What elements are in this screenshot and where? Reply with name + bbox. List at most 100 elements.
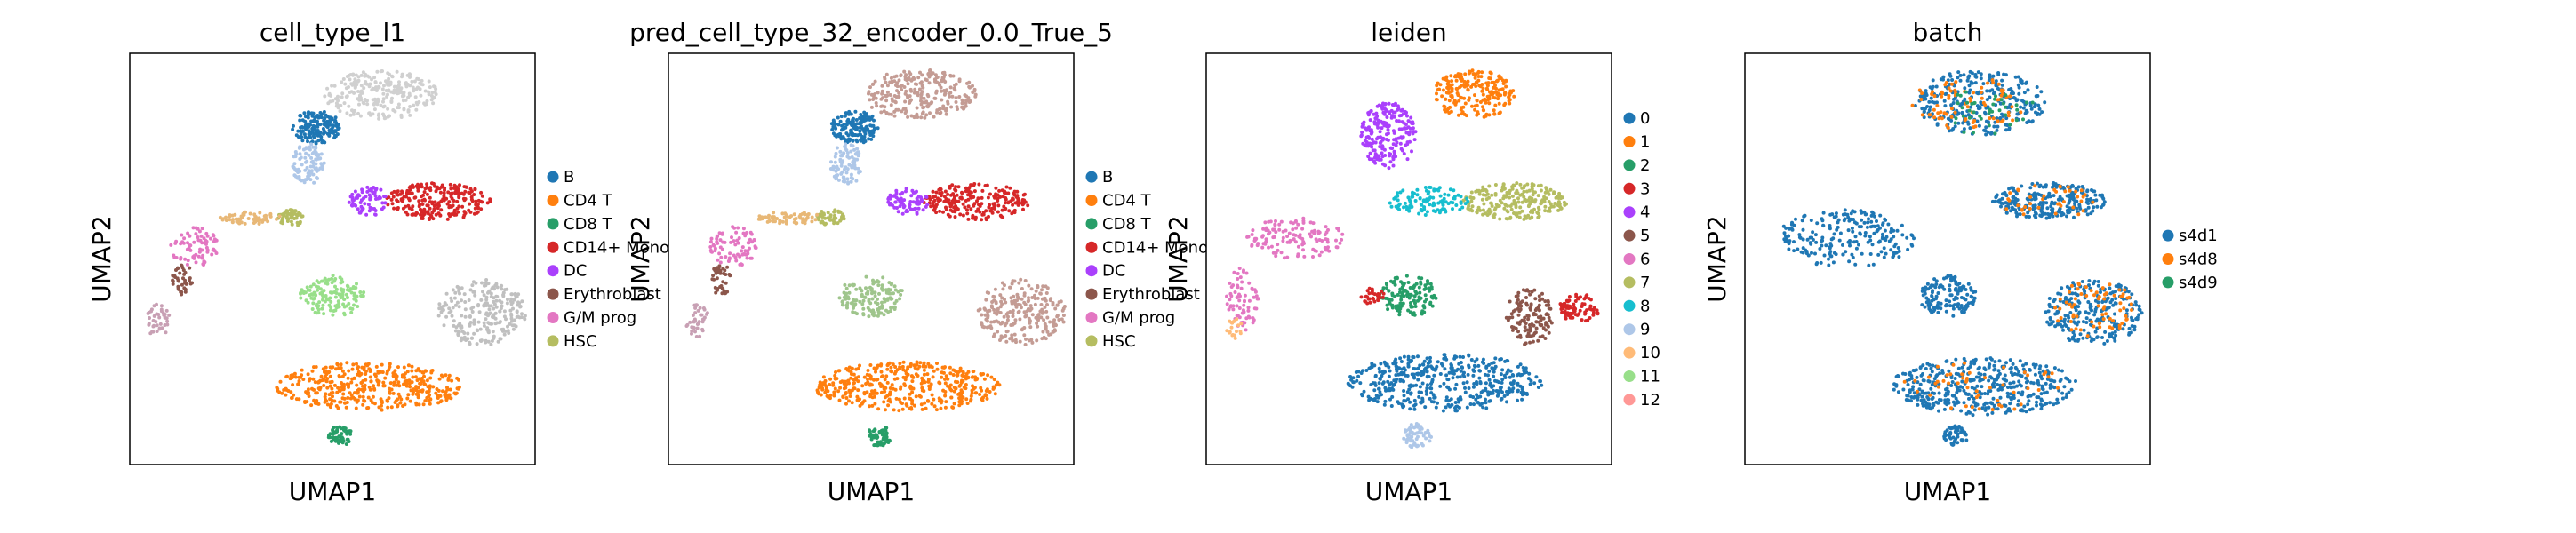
scatter-point (893, 365, 898, 369)
scatter-point (1405, 114, 1409, 118)
scatter-point (320, 163, 324, 168)
legend-marker (547, 288, 559, 300)
scatter-point (888, 93, 892, 97)
scatter-point (1434, 98, 1438, 101)
scatter-point (423, 399, 428, 403)
scatter-point (932, 369, 936, 373)
scatter-point (1035, 322, 1039, 325)
scatter-point (292, 209, 297, 213)
scatter-point (982, 306, 987, 311)
scatter-point (334, 291, 339, 295)
scatter-point (418, 87, 422, 91)
scatter-point (460, 286, 464, 290)
scatter-point (1003, 191, 1006, 195)
scatter-point (1338, 241, 1342, 245)
scatter-point (411, 204, 415, 209)
scatter-point (414, 402, 419, 407)
scatter-point (956, 185, 961, 189)
scatter-point (1411, 126, 1415, 131)
scatter-point (887, 397, 892, 402)
scatter-point (948, 85, 953, 90)
scatter-point (382, 104, 387, 108)
scatter-point (932, 397, 936, 402)
scatter-point (749, 256, 754, 260)
scatter-point (1296, 244, 1300, 249)
scatter-point (149, 307, 154, 312)
scatter-point (899, 385, 903, 389)
scatter-point (919, 102, 924, 107)
scatter-point (1228, 281, 1232, 285)
scatter-point (462, 185, 467, 189)
scatter-point (1502, 206, 1507, 211)
scatter-point (824, 388, 828, 393)
scatter-point (1392, 131, 1396, 135)
scatter-point (718, 238, 723, 243)
scatter-point (916, 93, 920, 98)
scatter-point (920, 111, 924, 115)
scatter-point (955, 105, 959, 109)
scatter-point (700, 329, 705, 333)
scatter-point (421, 402, 426, 407)
scatter-point (1366, 111, 1371, 115)
scatter-point (1476, 110, 1480, 115)
scatter-point (854, 118, 859, 122)
scatter-point (922, 96, 926, 100)
scatter-point (438, 190, 443, 195)
scatter-point (908, 100, 912, 105)
scatter-point (185, 247, 189, 251)
scatter-point (1004, 339, 1009, 344)
scatter-point (398, 192, 403, 196)
scatter-point (876, 297, 879, 301)
scatter-point (1001, 195, 1005, 199)
scatter-point (880, 300, 884, 305)
scatter-point (894, 95, 899, 99)
scatter-point (330, 84, 334, 88)
scatter-point (964, 377, 968, 381)
scatter-point (1380, 126, 1384, 131)
scatter-point (992, 307, 996, 312)
scatter-point (920, 388, 924, 393)
scatter-point (920, 407, 924, 411)
scatter-point (333, 129, 338, 133)
scatter-point (845, 379, 850, 384)
scatter-point (1035, 338, 1039, 343)
scatter-point (997, 188, 1002, 193)
scatter-point (443, 186, 447, 190)
scatter-point (849, 143, 853, 147)
scatter-point (882, 400, 886, 404)
scatter-point (1277, 227, 1282, 232)
scatter-point (1433, 210, 1437, 214)
scatter-point (1533, 190, 1537, 195)
scatter-point (885, 380, 890, 385)
scatter-point (292, 162, 297, 166)
scatter-point (450, 314, 454, 318)
scatter-point (932, 208, 937, 212)
scatter-point (302, 132, 307, 137)
scatter-point (311, 282, 316, 287)
scatter-point (180, 282, 184, 287)
scatter-point (1405, 157, 1410, 162)
scatter-point (892, 301, 897, 306)
scatter-point (300, 179, 304, 183)
scatter-point (412, 185, 415, 189)
scatter-point (860, 116, 864, 120)
scatter-point (494, 305, 499, 309)
scatter-point (1368, 129, 1372, 133)
scatter-point (902, 396, 907, 401)
scatter-point (709, 236, 714, 241)
scatter-point (866, 291, 870, 296)
scatter-point (1497, 88, 1501, 92)
scatter-point (1369, 109, 1373, 113)
scatter-point (474, 281, 478, 285)
scatter-point (467, 190, 471, 195)
scatter-point (884, 374, 889, 378)
scatter-point (1495, 79, 1500, 84)
scatter-point (1010, 299, 1014, 304)
scatter-point (300, 139, 305, 143)
scatter-point (339, 426, 343, 431)
scatter-point (402, 107, 406, 112)
scatter-point (1026, 203, 1030, 208)
scatter-point (319, 152, 324, 156)
scatter-point (897, 78, 901, 83)
scatter-point (889, 76, 893, 80)
